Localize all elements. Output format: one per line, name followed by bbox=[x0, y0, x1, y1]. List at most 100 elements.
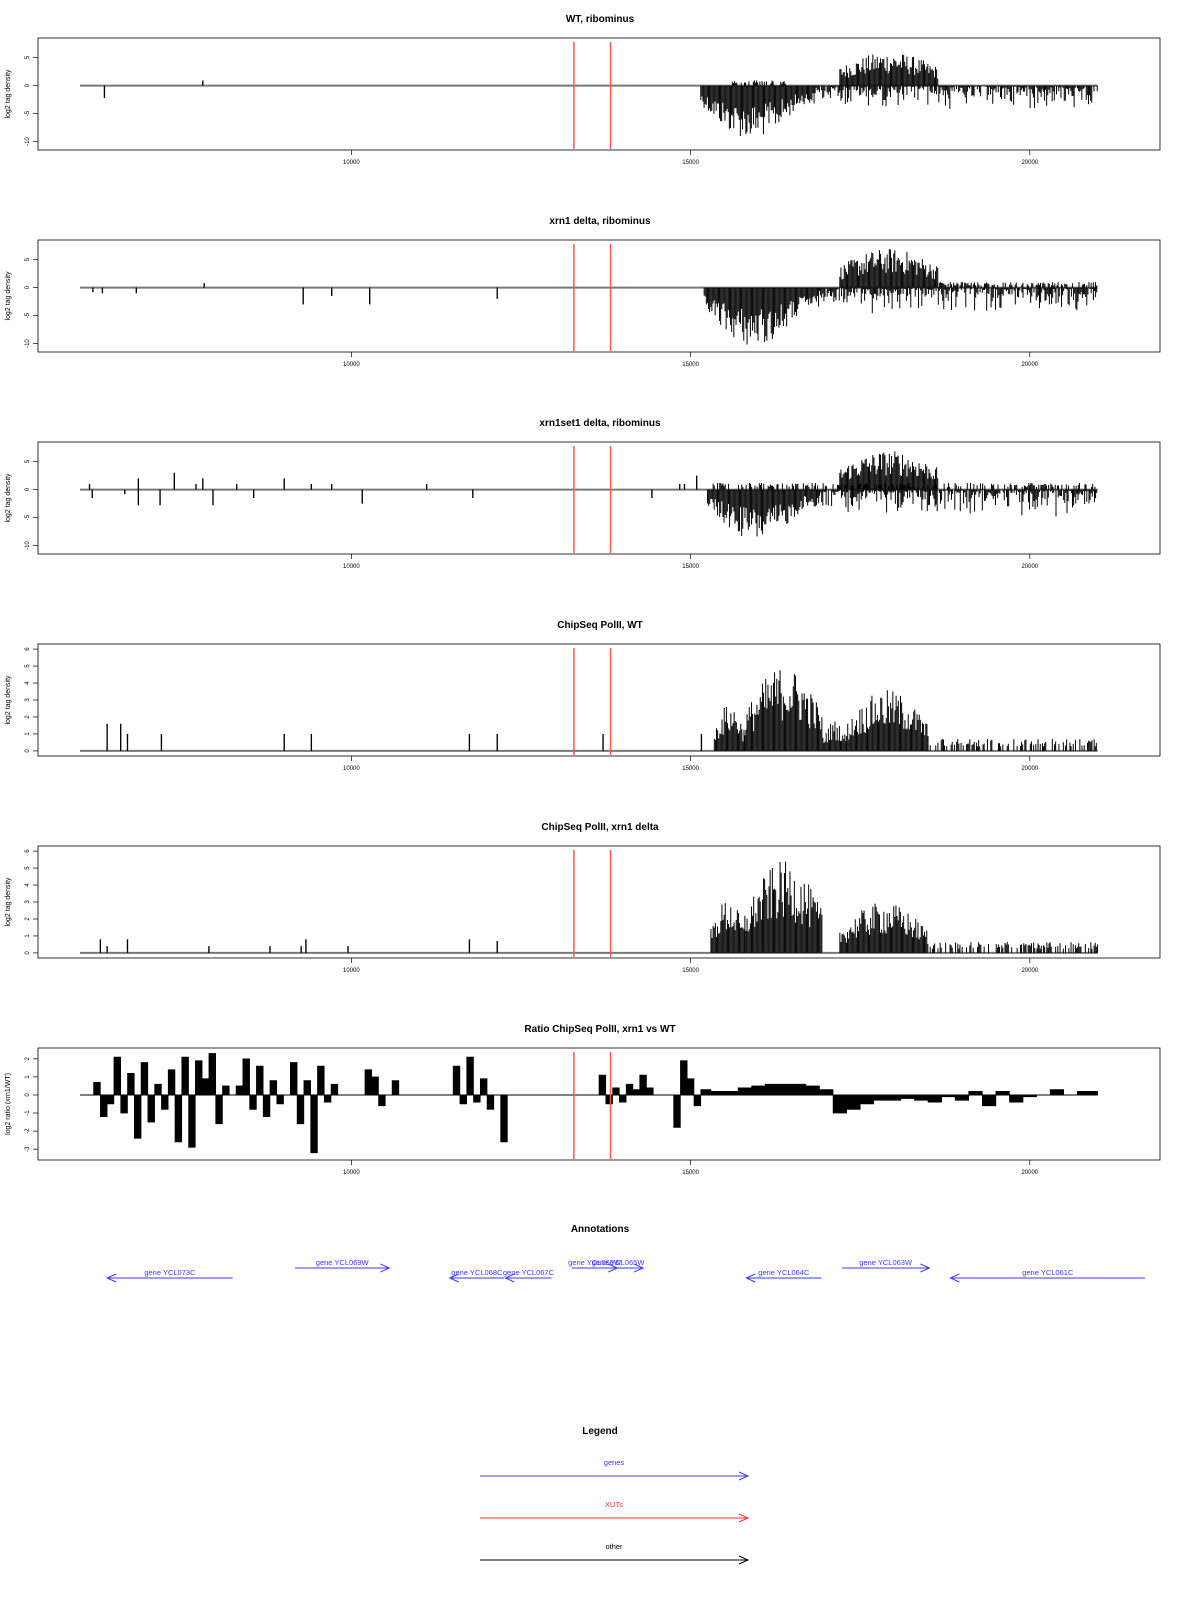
data-segment bbox=[103, 85, 106, 98]
data-segment bbox=[929, 738, 1097, 751]
data-bar bbox=[173, 472, 175, 490]
legend-label: genes bbox=[604, 1458, 625, 1467]
data-bar bbox=[202, 80, 204, 86]
data-segment bbox=[310, 484, 313, 490]
arrow-head bbox=[448, 1273, 459, 1283]
y-tick-label: 0 bbox=[25, 83, 31, 87]
data-bar bbox=[496, 287, 498, 299]
data-segment bbox=[300, 946, 302, 953]
data-segment bbox=[744, 670, 823, 751]
arrow-head bbox=[105, 1273, 117, 1283]
chart-title: xrn1 delta, ribominus bbox=[549, 216, 651, 227]
x-tick-label: 20000 bbox=[1021, 968, 1038, 974]
plot-frame bbox=[37, 239, 1161, 353]
y-tick-label: 4 bbox=[25, 883, 31, 887]
data-segment bbox=[310, 733, 313, 751]
y-tick-label: -5 bbox=[25, 110, 31, 116]
data-segment bbox=[679, 484, 681, 490]
legend-arrow bbox=[480, 1471, 750, 1481]
y-tick-label: 0 bbox=[25, 285, 31, 289]
data-bar bbox=[203, 283, 205, 288]
data-segment bbox=[302, 287, 304, 305]
data-bar bbox=[159, 489, 161, 506]
data-segment bbox=[331, 287, 333, 296]
data-segment bbox=[369, 287, 371, 305]
data-segment bbox=[126, 733, 129, 751]
legend-arrow bbox=[480, 1513, 750, 1523]
data-bar bbox=[212, 489, 214, 506]
data-segment bbox=[712, 482, 1096, 490]
arrow-head bbox=[380, 1263, 391, 1273]
x-tick-label: 10000 bbox=[343, 968, 360, 974]
data-segment bbox=[195, 484, 197, 490]
data-segment bbox=[305, 939, 307, 953]
data-bar bbox=[160, 733, 163, 751]
data-bar bbox=[300, 946, 302, 953]
y-tick-label: -1 bbox=[25, 1110, 31, 1116]
data-segment bbox=[938, 282, 1098, 288]
data-segment bbox=[731, 80, 786, 86]
gene-label: gene YCL066W bbox=[568, 1258, 622, 1267]
x-tick-label: 10000 bbox=[343, 564, 360, 570]
data-bar bbox=[496, 733, 498, 751]
data-bar bbox=[602, 733, 604, 751]
data-segment bbox=[159, 489, 161, 506]
data-bar bbox=[120, 723, 122, 751]
data-segment bbox=[88, 484, 91, 490]
data-bar bbox=[679, 484, 681, 490]
data-bar bbox=[135, 287, 137, 294]
data-segment bbox=[361, 489, 363, 504]
x-tick-label: 10000 bbox=[343, 1170, 360, 1176]
data-segment bbox=[815, 85, 840, 99]
gene-label: gene YCL061C bbox=[1022, 1268, 1074, 1277]
data-segment bbox=[839, 249, 939, 288]
gene-arrow bbox=[841, 1263, 931, 1273]
data-segment bbox=[101, 287, 104, 294]
data-segment bbox=[696, 475, 698, 490]
y-tick-label: 1 bbox=[25, 934, 31, 938]
data-segment bbox=[703, 287, 820, 345]
annotations-panel: Annotations gene YCL073C gene YCL069W gene … bbox=[105, 1224, 1146, 1283]
arrow-head bbox=[738, 1555, 750, 1565]
data-segment bbox=[269, 946, 271, 953]
data-bar bbox=[137, 478, 140, 506]
chart-title: xrn1set1 delta, ribominus bbox=[539, 418, 661, 429]
data-segment bbox=[106, 946, 108, 953]
y-tick-label: 1 bbox=[25, 732, 31, 736]
data-segment bbox=[135, 287, 137, 294]
y-tick-label: 5 bbox=[25, 257, 31, 261]
arrow-head bbox=[633, 1263, 645, 1273]
y-tick-label: 0 bbox=[25, 951, 31, 955]
data-bar bbox=[269, 946, 271, 953]
data-bar bbox=[468, 733, 471, 751]
y-axis-label: log2 ratio (xrn1/WT) bbox=[5, 1073, 12, 1135]
data-bar bbox=[468, 939, 471, 953]
gene-label: gene YCL065W bbox=[592, 1258, 646, 1267]
data-segment bbox=[202, 478, 204, 490]
data-segment bbox=[496, 287, 498, 299]
legend-label: XUTs bbox=[605, 1500, 623, 1509]
y-tick-label: 2 bbox=[25, 1057, 31, 1061]
data-bar bbox=[88, 484, 91, 490]
arrow-head bbox=[738, 1513, 750, 1523]
x-tick-label: 10000 bbox=[343, 766, 360, 772]
y-tick-label: 6 bbox=[25, 849, 31, 853]
y-tick-label: -3 bbox=[25, 1146, 31, 1152]
y-tick-label: -10 bbox=[25, 339, 31, 348]
data-segment bbox=[126, 939, 129, 953]
y-tick-label: -5 bbox=[25, 514, 31, 520]
data-segment bbox=[283, 733, 285, 751]
data-bar bbox=[106, 723, 108, 751]
data-bar bbox=[331, 484, 333, 490]
x-tick-label: 15000 bbox=[682, 968, 699, 974]
panel-xrn1set1_ribominus: xrn1set1 delta, ribominus log2 tag densit… bbox=[5, 418, 1161, 570]
data-segment bbox=[137, 478, 140, 506]
arrow-head bbox=[949, 1273, 960, 1283]
data-segment bbox=[92, 287, 94, 293]
x-tick-label: 15000 bbox=[682, 160, 699, 166]
data-bar bbox=[283, 733, 285, 751]
y-axis-label: log2 tag density bbox=[5, 877, 12, 927]
data-bar bbox=[683, 484, 686, 490]
data-segment bbox=[818, 287, 1098, 314]
